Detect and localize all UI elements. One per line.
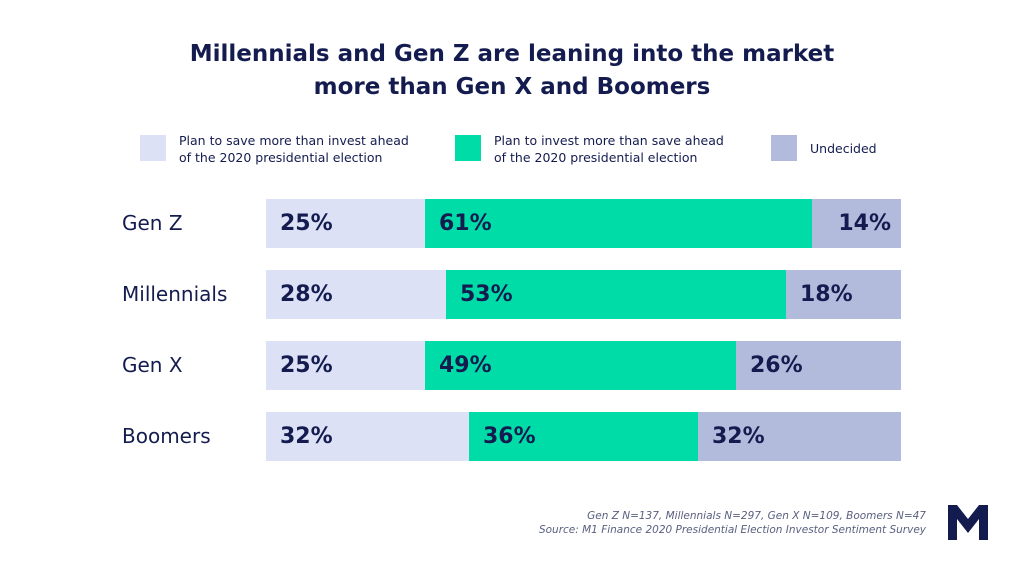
footnote-source: Source: M1 Finance 2020 Presidential Ele… xyxy=(538,524,926,536)
category-label-boomers: Boomers xyxy=(122,424,211,448)
data-label-boomers-0: 32% xyxy=(280,424,333,449)
bar-segment-boomers-1 xyxy=(469,412,698,461)
bar-segment-boomers-0 xyxy=(266,412,469,461)
data-label-millennials-2: 18% xyxy=(800,282,853,307)
bar-segment-millennials-0 xyxy=(266,270,446,319)
legend-label-undecided: Undecided xyxy=(810,141,877,156)
data-label-gen-x-2: 26% xyxy=(750,353,803,378)
legend-swatch-save xyxy=(140,135,166,161)
data-label-gen-z-1: 61% xyxy=(439,211,492,236)
bar-segment-gen-z-2 xyxy=(812,199,901,248)
legend-label-save: Plan to save more than invest ahead of t… xyxy=(179,133,409,165)
footnote-sample-sizes: Gen Z N=137, Millennials N=297, Gen X N=… xyxy=(587,510,926,522)
bar-segment-gen-z-0 xyxy=(266,199,425,248)
bar-segment-millennials-2 xyxy=(786,270,901,319)
chart-title-line-1: Millennials and Gen Z are leaning into t… xyxy=(189,41,835,67)
bar-segment-gen-x-0 xyxy=(266,341,425,390)
data-label-boomers-1: 36% xyxy=(483,424,536,449)
legend-swatch-invest xyxy=(455,135,481,161)
bar-segment-boomers-2 xyxy=(698,412,901,461)
data-label-gen-z-2: 14% xyxy=(838,211,891,236)
category-label-gen-x: Gen X xyxy=(122,353,183,377)
bar-segment-gen-x-1 xyxy=(425,341,736,390)
chart-title-line-2: more than Gen X and Boomers xyxy=(313,74,711,100)
data-label-gen-z-0: 25% xyxy=(280,211,333,236)
category-label-millennials: Millennials xyxy=(122,282,228,306)
chart-title: Millennials and Gen Z are leaning into t… xyxy=(0,38,1024,104)
legend-label-invest: Plan to invest more than save ahead of t… xyxy=(494,133,724,165)
data-label-gen-x-1: 49% xyxy=(439,353,492,378)
m1-logo-icon xyxy=(948,505,988,540)
data-label-millennials-1: 53% xyxy=(460,282,513,307)
bar-segment-gen-x-2 xyxy=(736,341,901,390)
bar-segment-millennials-1 xyxy=(446,270,786,319)
data-label-millennials-0: 28% xyxy=(280,282,333,307)
category-label-gen-z: Gen Z xyxy=(122,211,183,235)
legend-swatch-undecided xyxy=(771,135,797,161)
bar-segment-gen-z-1 xyxy=(425,199,812,248)
data-label-gen-x-0: 25% xyxy=(280,353,333,378)
data-label-boomers-2: 32% xyxy=(712,424,765,449)
